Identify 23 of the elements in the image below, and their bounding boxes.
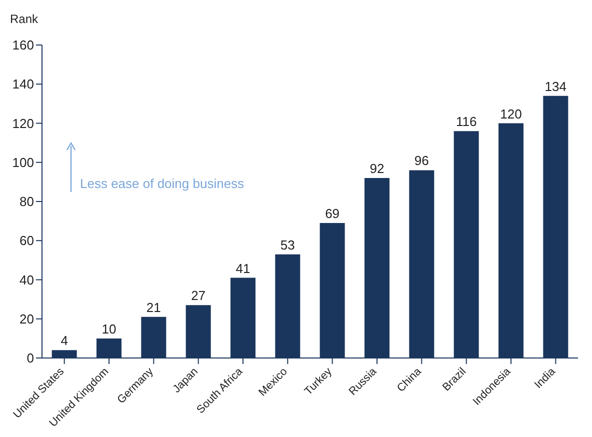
data-label: 10 [102, 321, 116, 336]
y-axis-title: Rank [10, 12, 38, 26]
data-label: 21 [146, 300, 161, 315]
data-label: 69 [325, 206, 340, 222]
y-tick-label: 160 [12, 38, 34, 53]
y-tick-label: 100 [12, 154, 34, 170]
data-label: 116 [456, 114, 477, 130]
y-tick-label: 40 [20, 272, 34, 288]
data-label: 4 [60, 333, 68, 348]
data-label: 53 [280, 237, 295, 252]
y-tick-label: 20 [20, 311, 34, 326]
y-tick-label: 140 [12, 76, 34, 92]
y-tick-label: 60 [20, 233, 34, 248]
data-label: 120 [500, 106, 522, 122]
y-tick-label: 80 [20, 194, 34, 210]
data-label: 41 [236, 260, 250, 276]
y-tick-label: 120 [12, 116, 34, 131]
annotation: Less ease of doing business [80, 176, 244, 191]
data-label: 134 [544, 78, 567, 94]
y-tick-label: 0 [26, 350, 34, 366]
data-label: 92 [370, 161, 384, 176]
data-label: 27 [191, 288, 206, 304]
data-label: 96 [414, 153, 429, 168]
